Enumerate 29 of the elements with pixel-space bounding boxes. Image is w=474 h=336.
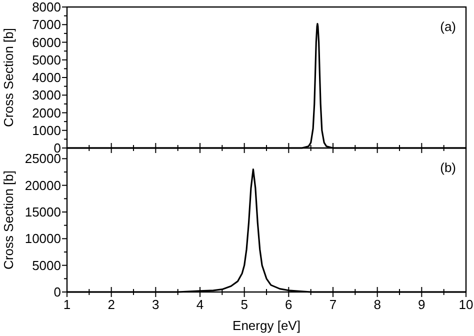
y-tick-label: 4000 xyxy=(32,70,61,85)
x-tick-label: 8 xyxy=(374,297,381,312)
y-axis-title: Cross Section [b] xyxy=(1,28,16,127)
y-tick-label: 7000 xyxy=(32,17,61,32)
x-tick-label: 9 xyxy=(418,297,426,312)
y-tick-label: 2000 xyxy=(32,105,61,120)
y-axis-title: Cross Section [b] xyxy=(1,170,16,270)
x-tick-label: 5 xyxy=(240,297,248,312)
y-tick-label: 0 xyxy=(54,284,61,300)
annotation: (b) xyxy=(440,160,456,175)
x-tick-label: 6 xyxy=(285,297,292,312)
x-tick-label: 1 xyxy=(63,297,71,312)
x-tick-label: 10 xyxy=(458,297,474,312)
y-tick-label: 6000 xyxy=(32,34,61,50)
annotation: (a) xyxy=(440,19,456,34)
y-tick-label: 8000 xyxy=(32,0,61,14)
y-tick-label: 15000 xyxy=(24,204,61,220)
y-tick-label: 5000 xyxy=(32,52,61,68)
y-tick-label: 0 xyxy=(54,140,61,156)
x-tick-label: 2 xyxy=(108,297,115,312)
y-tick-label: 20000 xyxy=(24,178,61,193)
x-tick-label: 3 xyxy=(152,297,160,312)
y-tick-label: 10000 xyxy=(24,231,61,246)
x-tick-label: 4 xyxy=(196,297,204,312)
x-axis-title: Energy [eV] xyxy=(232,318,300,333)
y-tick-label: 3000 xyxy=(32,88,61,103)
x-tick-label: 7 xyxy=(329,297,337,312)
y-tick-label: 5000 xyxy=(32,258,61,273)
y-tick-label: 1000 xyxy=(32,122,61,138)
